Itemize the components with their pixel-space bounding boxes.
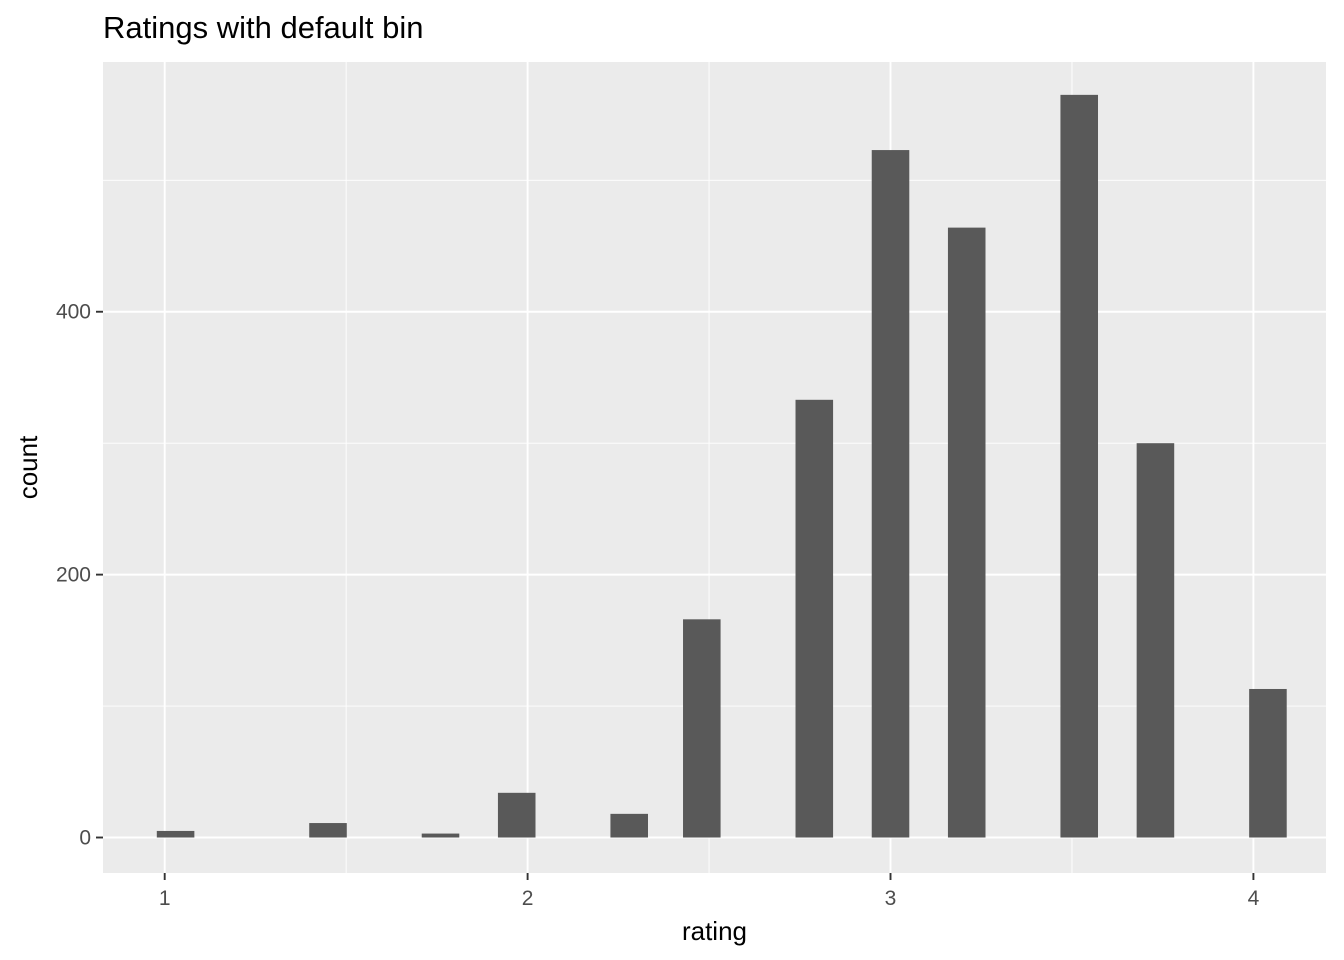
histogram-bar (1136, 443, 1175, 838)
y-tick-label: 400 (56, 301, 91, 324)
histogram-bar (497, 792, 536, 838)
y-axis: 0 200 400 (56, 301, 103, 850)
x-tick-label: 1 (159, 887, 171, 910)
histogram-bar (156, 830, 195, 838)
histogram-bar (1249, 688, 1287, 838)
x-tick-label: 3 (885, 887, 897, 910)
x-axis-title: rating (682, 916, 747, 946)
chart-title: Ratings with default bin (103, 10, 424, 45)
y-axis-title: count (13, 435, 43, 499)
x-tick-label: 2 (522, 887, 534, 910)
histogram-bar (421, 833, 460, 838)
bars (156, 94, 1287, 838)
histogram-bar (309, 823, 347, 838)
x-axis: 1 2 3 4 (159, 873, 1260, 910)
histogram-bar (1060, 94, 1099, 838)
histogram-bar (795, 399, 834, 838)
histogram-bar (610, 813, 648, 838)
x-tick-label: 4 (1248, 887, 1260, 910)
histogram-bar (947, 227, 986, 838)
major-gridlines (103, 62, 1326, 873)
histogram-bar (871, 150, 910, 838)
y-tick-label: 0 (79, 827, 91, 850)
histogram-bar (683, 619, 721, 838)
y-tick-label: 200 (56, 564, 91, 587)
